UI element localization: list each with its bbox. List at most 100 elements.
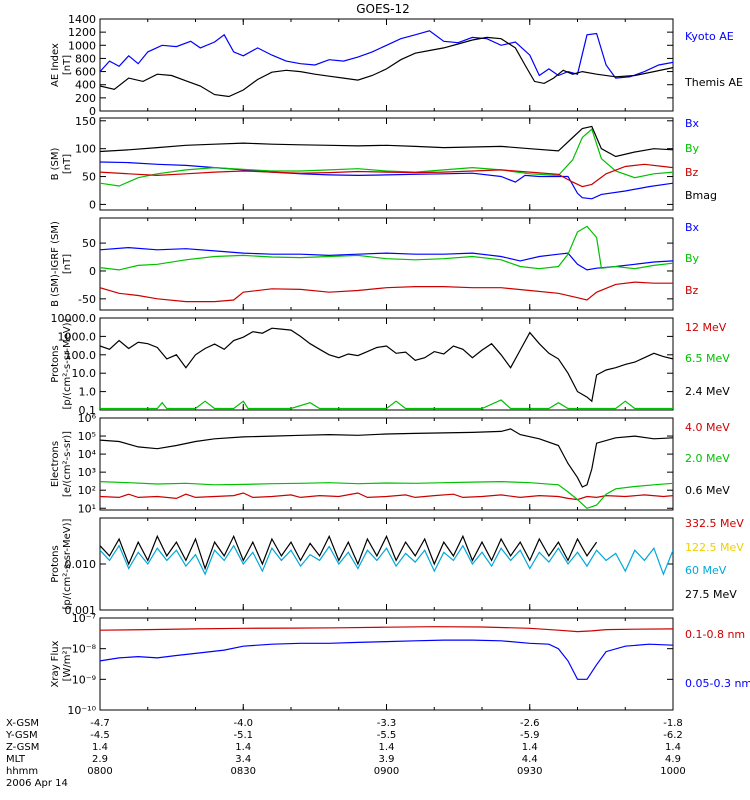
y-tick-label: 50 (82, 171, 96, 184)
footer-value: -4.5 (90, 730, 110, 741)
y-tick-label: 10⁶ (78, 412, 97, 425)
footer-value: -3.3 (377, 718, 397, 729)
legend-entry: 332.5 MeV (685, 517, 744, 530)
legend-entry: Bz (685, 284, 699, 297)
legend-entry: 122.5 MeV (685, 541, 744, 554)
footer-value: 1.4 (379, 742, 395, 753)
panel-b: 0 50 100 150 B (SM) [nT] Bx By Bz Bmag (50, 115, 717, 212)
legend-entry: By (685, 252, 700, 265)
panel-frame (99, 317, 674, 411)
footer-row-label: MLT (6, 754, 26, 765)
y-tick-label: 0.010 (65, 558, 97, 571)
y-tick-label: 10⁴ (78, 448, 97, 461)
footer-value: 3.9 (379, 754, 395, 765)
y-tick-label: 200 (75, 92, 96, 105)
footer-value: 0830 (231, 766, 256, 777)
footer-value: -1.8 (663, 718, 683, 729)
footer-value: 2.9 (92, 754, 108, 765)
y-tick-label: 10³ (78, 466, 96, 479)
legend-entry: 27.5 MeV (685, 588, 737, 601)
legend-entry: 2.0 MeV (685, 452, 730, 465)
y-axis-label: [nT] (62, 55, 73, 75)
y-tick-label: 0.001 (65, 604, 97, 617)
y-tick-label: 100.0 (65, 349, 97, 362)
y-tick-label: 10.0 (72, 367, 97, 380)
footer-value: 1.4 (522, 742, 538, 753)
footer-value: -2.6 (520, 718, 540, 729)
footer-row-label: X-GSM (6, 718, 39, 729)
legend-entry: Themis AE (684, 76, 743, 89)
legend-entry: 6.5 MeV (685, 352, 730, 365)
footer-row-label: Z-GSM (6, 742, 39, 753)
y-tick-label: 1.0 (79, 386, 97, 399)
legend-entry: 2.4 MeV (685, 385, 730, 398)
series-line-0-05-0-3-nm (100, 639, 673, 680)
panel-protons_low: 0.1 1.0 10.0 100.0 1000.0 10000.0 Protons [p/(c… (50, 312, 730, 417)
y-tick-label: 0 (89, 265, 96, 278)
legend-entry: Bmag (685, 189, 717, 202)
footer-value: 3.4 (235, 754, 251, 765)
series-line-60-mev (100, 544, 673, 576)
series-line-2-4-mev (100, 327, 673, 403)
y-tick-label: 1400 (68, 13, 96, 26)
y-axis-label: [nT] (62, 154, 73, 174)
footer-value: 1.4 (92, 742, 108, 753)
series-line-bz (100, 163, 673, 188)
footer-value: 1.4 (665, 742, 681, 753)
y-tick-label: 150 (75, 115, 96, 128)
series-line-bmag (100, 125, 673, 158)
legend-entry: 0.05-0.3 nm (685, 677, 750, 690)
footer-value: 4.4 (522, 754, 538, 765)
y-tick-label: 400 (75, 79, 96, 92)
y-tick-label: 100 (75, 143, 96, 156)
legend-entry: Bz (685, 166, 699, 179)
footer-date: 2006 Apr 14 (6, 778, 68, 789)
footer-value: -5.9 (520, 730, 540, 741)
panel-bigrf: -50 0 50 B (SM)-IGRF (SM) [nT] Bx By Bz (50, 217, 700, 311)
y-tick-label: 50 (82, 237, 96, 250)
series-line-themis-ae (100, 36, 673, 98)
footer-value: -4.0 (233, 718, 253, 729)
y-axis-label: [e/(cm²-s-sr)] (62, 431, 73, 497)
y-axis-label: B (SM) (50, 147, 61, 180)
panel-frame (99, 117, 674, 211)
y-tick-label: 800 (75, 52, 96, 65)
y-tick-label: 600 (75, 66, 96, 79)
panel-frame (99, 517, 674, 611)
series-line-kyoto-ae (100, 30, 673, 79)
y-tick-label: 10⁵ (78, 430, 96, 443)
legend-entry: Kyoto AE (685, 30, 734, 43)
y-axis-label: Electrons (50, 441, 61, 487)
legend-entry: 0.6 MeV (685, 484, 730, 497)
series-line-27-5-mev (100, 534, 598, 571)
y-tick-label: 10⁻⁷ (72, 612, 96, 625)
legend-entry: 4.0 MeV (685, 421, 730, 434)
y-axis-label: B (SM)-IGRF (SM) (50, 221, 61, 307)
series-line-6-5-mev (100, 399, 673, 410)
y-axis-label: [W/m²] (62, 646, 73, 681)
footer-value: -4.7 (90, 718, 110, 729)
panel-frame (99, 18, 674, 112)
y-axis-label: Protons (50, 545, 61, 582)
panel-xray: 10⁻¹⁰ 10⁻⁹ 10⁻⁸ 10⁻⁷ Xray Flux [W/m²] 0.1-0.8 … (50, 612, 750, 717)
legend-entry: 60 MeV (685, 564, 727, 577)
series-line-0-6-mev (100, 428, 673, 488)
footer-value: 0800 (87, 766, 112, 777)
y-axis-label: Protons (50, 345, 61, 382)
y-tick-label: 10¹ (78, 502, 96, 515)
footer-value: -5.5 (377, 730, 397, 741)
footer-value: 1000 (660, 766, 685, 777)
footer-value: 0900 (374, 766, 399, 777)
series-line-bx (100, 161, 673, 200)
y-tick-label: 10⁻¹⁰ (67, 704, 96, 717)
y-tick-label: 0 (89, 198, 96, 211)
panel-frame (99, 217, 674, 311)
figure-title: GOES-12 (356, 2, 410, 16)
y-tick-label: 10000.0 (51, 312, 97, 325)
y-tick-label: 10⁻⁸ (72, 643, 97, 656)
panel-electrons: 10¹ 10² 10³ 10⁴ 10⁵ 10⁶ Electrons [e/(cm²-s-sr)… (50, 412, 730, 515)
legend-entry: 12 MeV (685, 321, 727, 334)
y-axis-label: Xray Flux (50, 640, 61, 687)
footer-row-label: Y-GSM (5, 730, 38, 741)
